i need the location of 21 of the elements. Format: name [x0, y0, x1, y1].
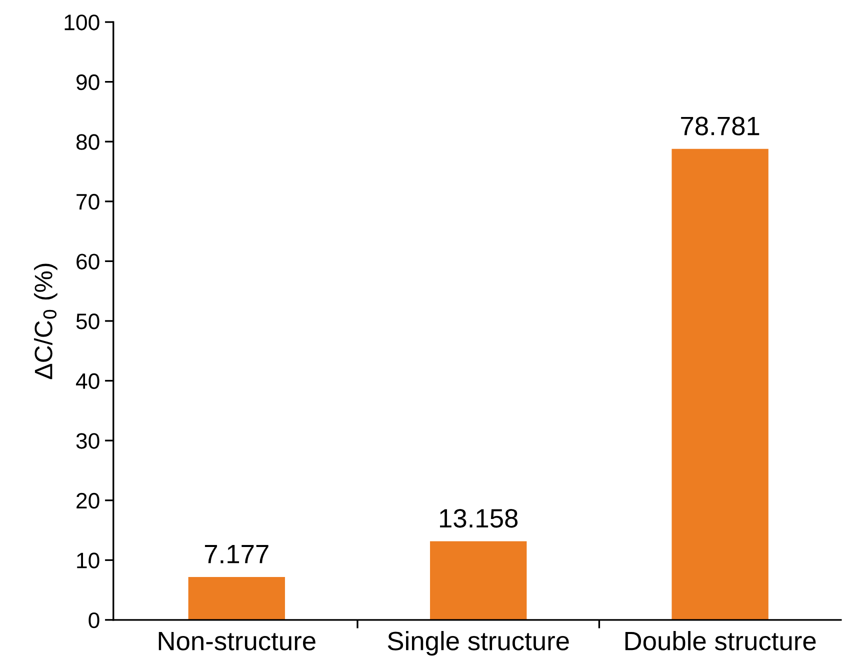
y-tick-label: 50: [76, 314, 100, 330]
y-tick-label: 70: [76, 194, 100, 210]
y-tick-label: 10: [77, 552, 100, 568]
bar: [672, 148, 768, 620]
y-tick-label: 100: [64, 14, 100, 30]
y-tick-label: 60: [76, 254, 100, 270]
data-label: 13.158: [440, 509, 518, 528]
x-tick-label: Non-structure: [158, 632, 316, 650]
y-tick-label: 80: [76, 134, 100, 150]
bar: [188, 576, 285, 620]
x-tick-label: Double structure: [625, 631, 816, 650]
y-axis-title: ΔC/C$_{0}$ (%): [34, 264, 58, 380]
y-tick-label: 90: [76, 74, 100, 90]
y-tick-label: 40: [76, 373, 100, 390]
data-label: 78.781: [681, 116, 760, 136]
y-tick-label: 30: [76, 433, 100, 449]
x-tick-label: Single structure: [388, 631, 569, 656]
data-label: 7.177: [204, 545, 268, 564]
bar: [430, 541, 527, 620]
y-tick-label: 0: [88, 612, 100, 628]
y-tick-label: 20: [76, 492, 100, 509]
